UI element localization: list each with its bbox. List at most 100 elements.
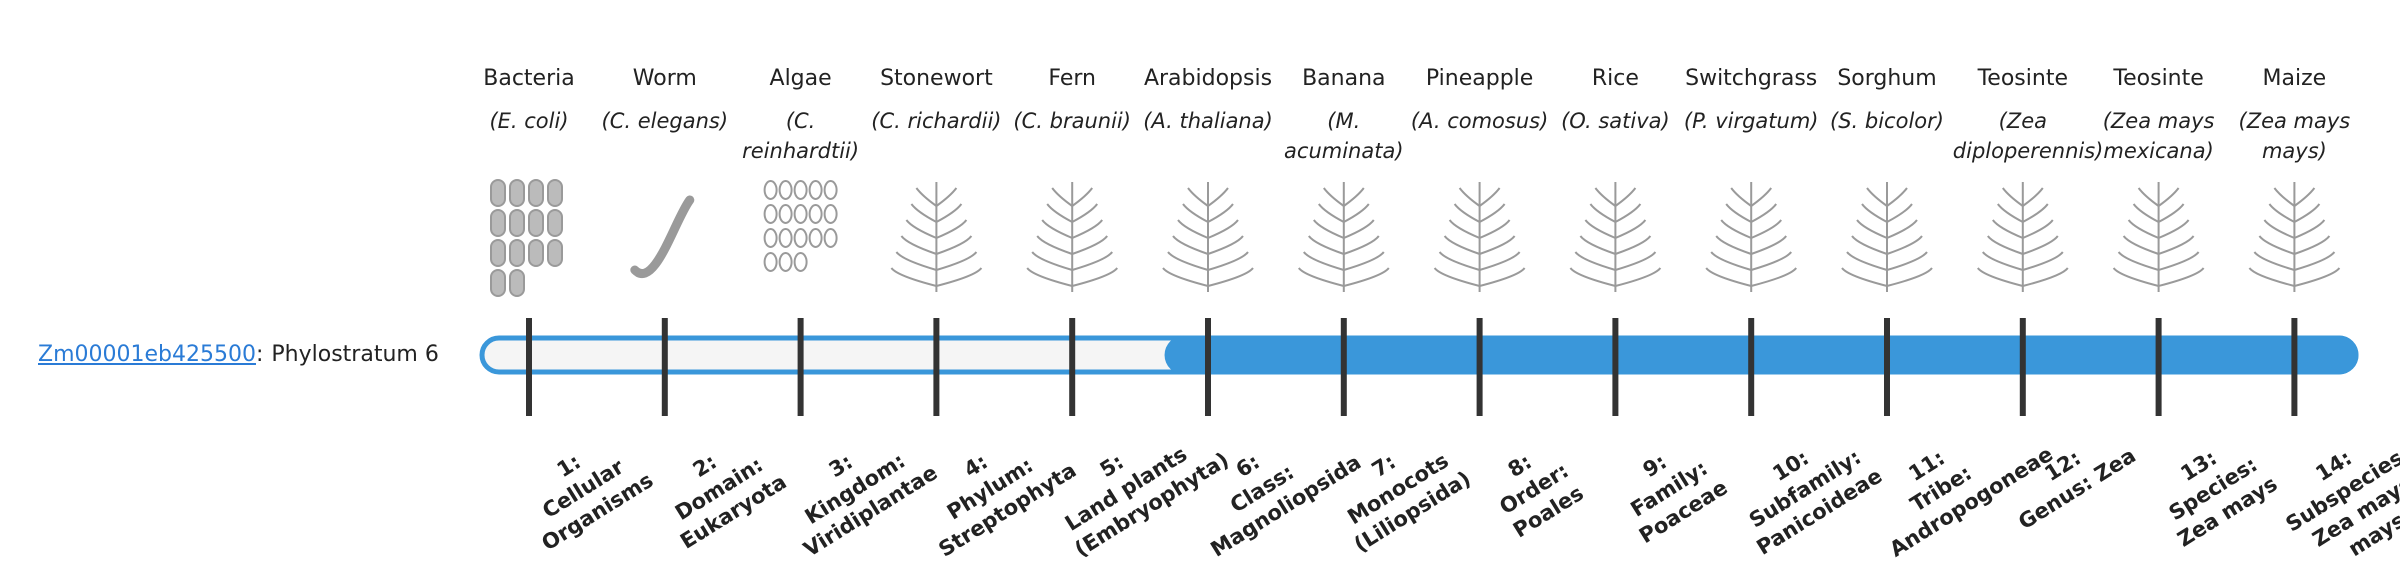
cell (509, 179, 525, 207)
leaf (2002, 187, 2044, 207)
organism-icon (1841, 182, 1933, 292)
leaf (1730, 187, 1772, 207)
leaf (1031, 251, 1113, 271)
cell (509, 269, 525, 297)
organism-icon (763, 180, 838, 272)
cell (763, 204, 778, 224)
leaf (2122, 235, 2195, 255)
cell (808, 228, 823, 248)
organism-name: Worm (632, 66, 697, 91)
leaf (1584, 219, 1647, 239)
organism-name: Bacteria (483, 66, 575, 91)
cell (778, 204, 793, 224)
organism-name: Teosinte (2113, 66, 2204, 91)
cell (778, 228, 793, 248)
organism-name: Banana (1302, 66, 1386, 91)
leaf (2248, 267, 2341, 287)
cell (528, 209, 544, 237)
cell (793, 252, 808, 272)
organism-icon (2248, 182, 2341, 292)
leaf (1162, 267, 1254, 287)
organism-icon (1977, 182, 2069, 292)
cell (763, 252, 778, 272)
leaf (1036, 235, 1108, 255)
organism-icon (490, 179, 563, 297)
leaf (1992, 219, 2054, 239)
leaf (2127, 219, 2190, 239)
bar-fill (1164, 335, 2359, 375)
cell (547, 209, 563, 237)
organism-icon (2112, 182, 2205, 292)
leaf (1846, 251, 1928, 271)
leaf (1982, 251, 2064, 271)
stratum-label: Phylostratum (271, 342, 418, 367)
cell (528, 239, 544, 267)
leaf (1438, 251, 1521, 271)
leaf (1866, 187, 1908, 207)
leaf (1579, 235, 1652, 255)
organism-species: (C. braunii) (1013, 109, 1131, 133)
cell (778, 180, 793, 200)
leaf (2268, 203, 2321, 223)
organism-species: (O. sativa) (1561, 109, 1670, 133)
leaf (1177, 219, 1239, 239)
leaf (2263, 219, 2326, 239)
leaf (1977, 267, 2069, 287)
organism-name: Teosinte (1977, 66, 2068, 91)
cell (547, 179, 563, 207)
leaf (1026, 267, 1118, 287)
leaf (1308, 235, 1380, 255)
organism-species: (P. virgatum) (1683, 109, 1819, 133)
organism-icon (1433, 182, 1526, 292)
leaf (1725, 203, 1777, 223)
organism-icon (1162, 182, 1254, 292)
cell (490, 179, 506, 207)
cell (823, 180, 838, 200)
leaf (1313, 219, 1375, 239)
cell (823, 204, 838, 224)
organism-icon (1026, 182, 1118, 292)
cell (763, 228, 778, 248)
cell (793, 204, 808, 224)
leaf (895, 251, 978, 271)
organism-icon (1298, 182, 1390, 292)
leaf (915, 187, 958, 207)
leaf (900, 235, 973, 255)
organism-species: (Zea mays mexicana) (2102, 109, 2215, 163)
leaf (2132, 203, 2185, 223)
organism-species: (M. acuminata) (1284, 109, 1404, 163)
separator: : (255, 342, 264, 367)
leaf (1041, 219, 1103, 239)
leaf (1046, 203, 1098, 223)
cell (547, 239, 563, 267)
leaf (1851, 235, 1923, 255)
leaf (2112, 267, 2205, 287)
cell (490, 239, 506, 267)
organism-species: (Zea mays mays) (2238, 109, 2351, 163)
cell (528, 179, 544, 207)
organism-icon (890, 182, 983, 292)
cell (763, 180, 778, 200)
leaf (1443, 235, 1516, 255)
organism-icon (1569, 182, 1662, 292)
organism-species: (Zea diploperennis) (1952, 109, 2104, 163)
leaf (2253, 251, 2336, 271)
leaf (1187, 187, 1229, 207)
organism-species: (A. comosus) (1410, 109, 1549, 133)
gene-link[interactable]: Zm00001eb425500 (38, 342, 256, 367)
leaf (2273, 187, 2316, 207)
leaf (1574, 251, 1657, 271)
leaf (1997, 203, 2049, 223)
organism-icon (1705, 182, 1797, 292)
cell (509, 209, 525, 237)
cell (793, 180, 808, 200)
organism-species: (C. elegans) (601, 109, 729, 133)
cell (808, 204, 823, 224)
leaf (1710, 251, 1792, 271)
leaf (1448, 219, 1511, 239)
organism-name: Stonewort (880, 66, 993, 91)
organism-name: Pineapple (1425, 66, 1534, 91)
leaf (2258, 235, 2331, 255)
